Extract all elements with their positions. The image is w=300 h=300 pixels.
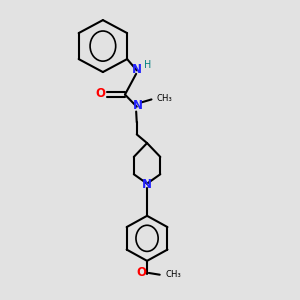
Text: H: H (144, 61, 151, 70)
Text: CH₃: CH₃ (166, 270, 182, 279)
Text: CH₃: CH₃ (157, 94, 172, 103)
Text: O: O (96, 87, 106, 101)
Text: N: N (132, 63, 142, 76)
Text: N: N (133, 99, 142, 112)
Text: N: N (142, 178, 152, 191)
Text: O: O (137, 266, 147, 279)
